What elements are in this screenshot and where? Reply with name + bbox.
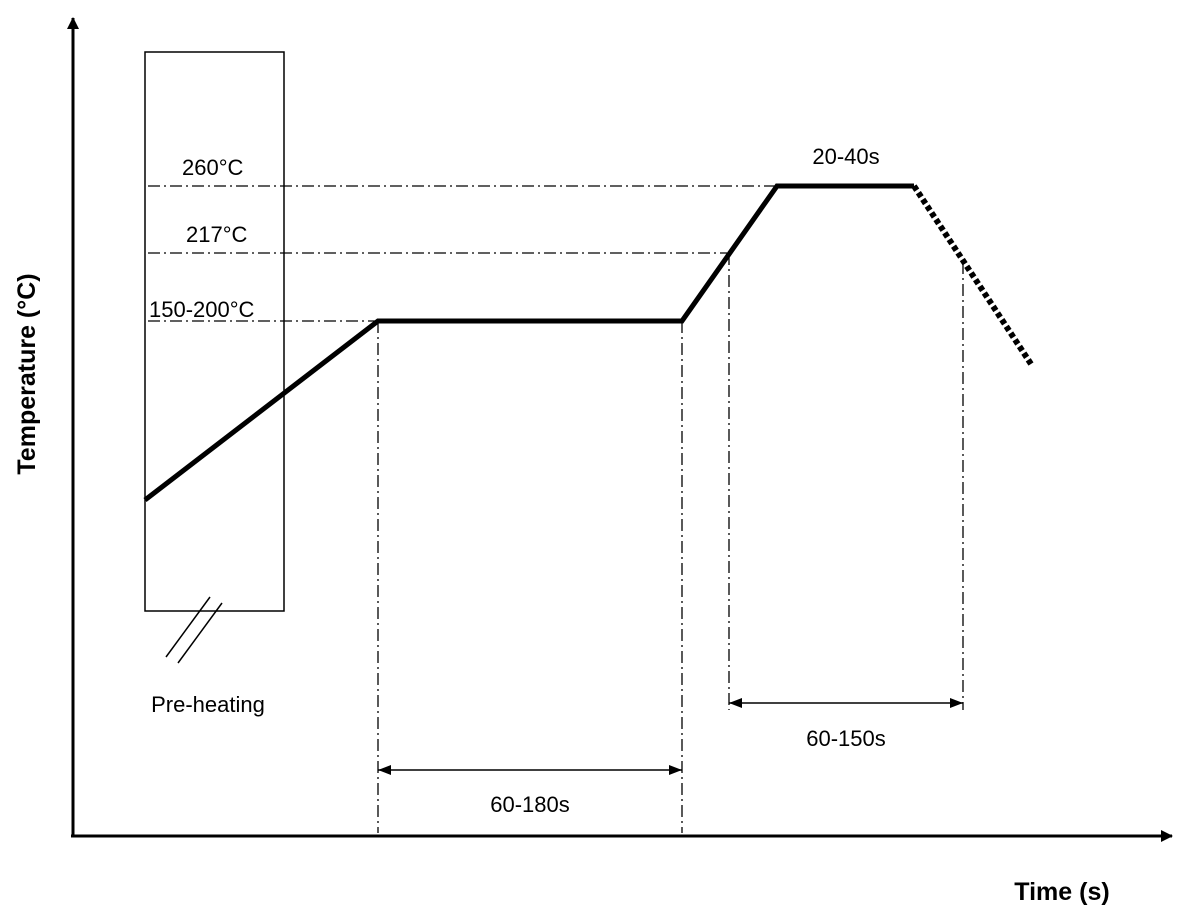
axis-break-mark bbox=[177, 602, 223, 664]
peak-temp-label: 260°C bbox=[182, 155, 244, 180]
y-axis-title: Temperature (°C) bbox=[13, 273, 41, 474]
soak-duration-label: 60-180s bbox=[490, 792, 570, 817]
preheat-zone-box bbox=[144, 51, 285, 612]
axis-break-mark bbox=[165, 596, 211, 658]
x-axis-title: Time (s) bbox=[1014, 878, 1109, 906]
liquidus-temp-label: 217°C bbox=[186, 222, 248, 247]
cooling-segment bbox=[911, 184, 1034, 366]
peak-hold-label: 20-40s bbox=[812, 144, 879, 169]
liquidus-duration-label: 60-150s bbox=[806, 726, 886, 751]
preheat-label: Pre-heating bbox=[151, 692, 265, 717]
soak-temp-label: 150-200°C bbox=[149, 297, 255, 322]
temperature-profile-curve bbox=[143, 183, 914, 502]
